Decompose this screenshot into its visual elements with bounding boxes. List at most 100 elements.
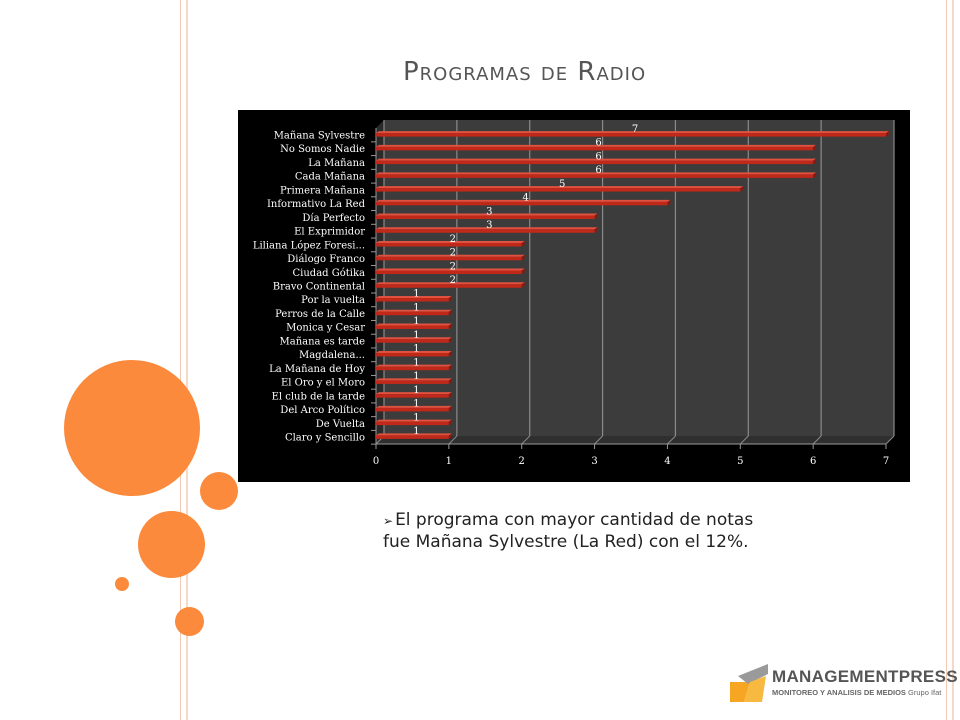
bar-end	[448, 392, 452, 398]
bar-end	[448, 433, 452, 439]
bar	[376, 325, 449, 329]
data-label: 5	[559, 179, 565, 190]
value-tick-label: 6	[810, 456, 816, 467]
bar-top	[376, 199, 671, 202]
category-label: La Mañana de Hoy	[269, 364, 365, 375]
data-label: 1	[413, 316, 419, 327]
decorative-line-right-2	[952, 0, 954, 720]
bar-chart-svg: 7 Mañana Sylvestre 6 No Somos Nadie 6 La Maña…	[253, 120, 895, 467]
value-tick-label: 2	[519, 456, 525, 467]
gridline-floor	[521, 435, 531, 445]
plot-floor	[376, 436, 894, 444]
data-label: 6	[595, 151, 601, 162]
category-label: Ciudad Gótika	[293, 268, 366, 279]
data-label: 1	[413, 289, 419, 300]
category-label: Monica y Cesar	[286, 323, 365, 334]
slide-title: Programas de Radio	[403, 57, 647, 87]
category-label: Diálogo Franco	[287, 254, 365, 265]
bar	[376, 160, 814, 165]
bar-top	[376, 241, 525, 244]
bar-top	[376, 433, 452, 436]
bar-top	[376, 392, 452, 395]
logo-subtitle: MONITOREO Y ANALISIS DE MEDIOS Grupo Ifa…	[772, 688, 941, 697]
bar-end	[813, 172, 817, 178]
summary-bullet: ➢ El programa con mayor cantidad de notas…	[383, 510, 763, 553]
category-label: Informativo La Red	[267, 199, 366, 210]
bar	[376, 311, 449, 316]
bar-end	[448, 295, 452, 302]
bar-end	[448, 405, 452, 412]
decorative-circle-small-2	[175, 607, 204, 636]
decorative-line-left	[180, 0, 181, 720]
category-label: Por la vuelta	[301, 295, 365, 306]
arrow-bullet-icon: ➢	[383, 514, 394, 528]
category-label: El Exprimidor	[294, 227, 365, 238]
summary-text: El programa con mayor cantidad de notas …	[383, 510, 754, 552]
bar	[376, 284, 522, 288]
bar-end	[813, 144, 817, 151]
category-label: Claro y Sencillo	[285, 433, 365, 444]
bar-end	[740, 186, 744, 192]
category-label: La Mañana	[308, 158, 365, 169]
data-label: 4	[523, 193, 529, 204]
bar	[376, 435, 449, 439]
logo-subtitle-text: MONITOREO Y ANALISIS DE MEDIOS	[772, 688, 906, 697]
logo-name: MANAGEMENTPRESS	[772, 667, 958, 686]
bar	[376, 339, 449, 343]
bar-end	[594, 227, 598, 233]
bar-top	[376, 254, 525, 257]
bar-top	[376, 337, 452, 340]
logo-group: Grupo Ifat	[908, 688, 942, 697]
value-tick-label: 5	[737, 456, 743, 467]
bar-end	[667, 199, 671, 206]
logo-mark-icon	[730, 664, 768, 702]
bar	[376, 256, 522, 261]
category-label: Primera Mañana	[280, 185, 365, 196]
bar	[376, 297, 449, 302]
data-label: 1	[413, 412, 419, 423]
gridline-floor	[594, 435, 603, 445]
bar	[376, 366, 449, 371]
category-label: No Somos Nadie	[280, 144, 365, 155]
bar-end	[448, 419, 452, 426]
bar-end	[813, 158, 817, 165]
bar-top	[376, 309, 452, 312]
decorative-line-right	[946, 0, 947, 720]
category-label: Bravo Continental	[273, 282, 365, 293]
bar-top	[376, 131, 889, 134]
bar	[376, 243, 522, 247]
category-label: Día Perfecto	[302, 213, 365, 224]
value-tick-label: 0	[373, 456, 379, 467]
bar	[376, 174, 814, 178]
bar-top	[376, 186, 744, 189]
bar	[376, 394, 449, 398]
bar-top	[376, 268, 525, 271]
bar-top	[376, 227, 598, 230]
data-label: 7	[632, 124, 638, 135]
bar-top	[376, 364, 452, 367]
decorative-circle-small	[200, 472, 238, 510]
data-label: 1	[413, 426, 419, 437]
value-tick-label: 3	[591, 456, 597, 467]
category-label: Perros de la Calle	[275, 309, 365, 320]
data-label: 2	[450, 234, 456, 245]
bar-end	[448, 364, 452, 371]
bar-top	[376, 419, 452, 422]
data-label: 6	[595, 165, 601, 176]
bar	[376, 270, 522, 275]
bar-top	[376, 350, 452, 353]
data-label: 3	[486, 220, 492, 231]
bar-end	[521, 254, 525, 261]
managementpress-logo: MANAGEMENTPRESS MONITOREO Y ANALISIS DE …	[722, 650, 960, 720]
data-label: 1	[413, 357, 419, 368]
bar	[376, 133, 886, 137]
bar	[376, 215, 595, 220]
decorative-circle-large	[64, 360, 200, 496]
decorative-circle-medium	[138, 511, 205, 578]
data-label: 6	[595, 138, 601, 149]
bar-top	[376, 282, 525, 285]
bar-top	[376, 213, 598, 216]
bar-end	[521, 241, 525, 247]
data-label: 2	[450, 261, 456, 272]
bar-end	[448, 350, 452, 357]
